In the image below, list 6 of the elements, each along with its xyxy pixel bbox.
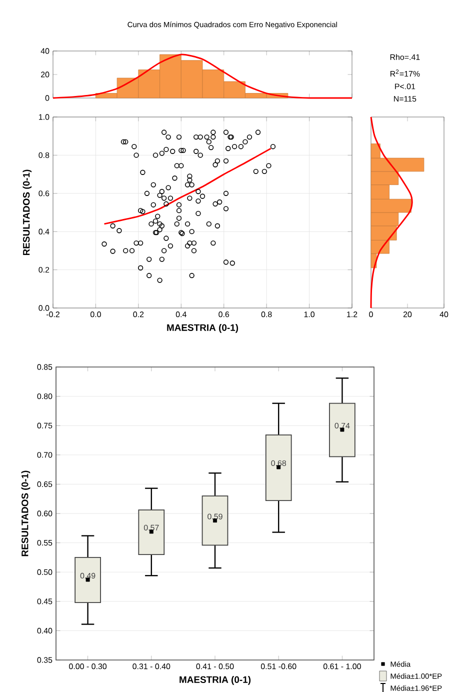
x-axis-title: MAESTRIA (0-1) <box>180 676 251 685</box>
x-axis-title: MAESTRIA (0-1) <box>167 324 238 333</box>
y-axis-title: RESULTADOS (0-1) <box>22 170 32 256</box>
y-axis-title: RESULTADOS (0-1) <box>21 470 30 556</box>
line-series <box>104 148 272 225</box>
line-series <box>52 54 353 99</box>
